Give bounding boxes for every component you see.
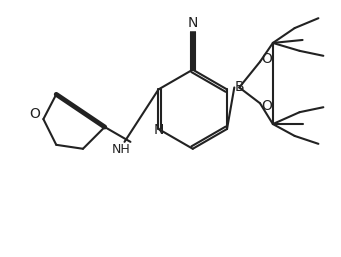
Text: B: B bbox=[234, 80, 244, 95]
Text: N: N bbox=[153, 123, 164, 137]
Text: O: O bbox=[262, 52, 272, 66]
Text: NH: NH bbox=[112, 143, 131, 156]
Text: N: N bbox=[188, 16, 198, 30]
Text: O: O bbox=[29, 107, 40, 121]
Text: O: O bbox=[262, 99, 272, 113]
